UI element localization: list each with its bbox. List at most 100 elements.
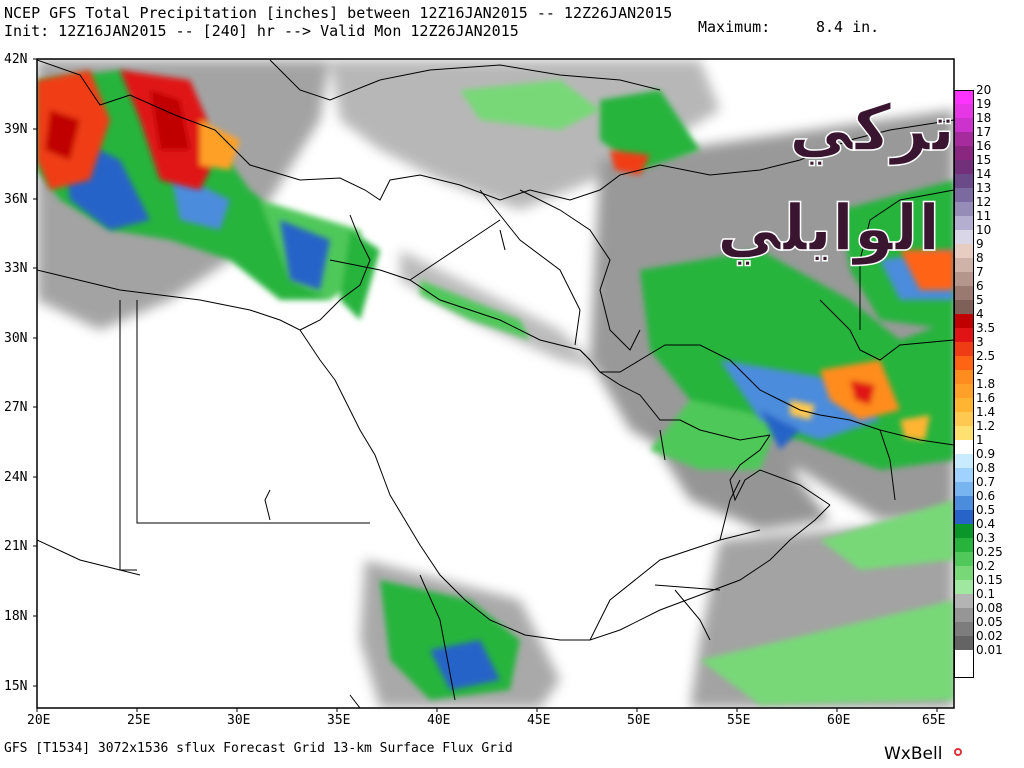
lon-label: 45E [527,713,551,728]
lat-label: 42N [4,52,28,67]
lat-label: 24N [4,470,28,485]
legend-swatch [954,286,974,300]
legend-label: 18 [976,111,992,125]
legend-swatch [954,594,974,608]
maximum-label: Maximum: [698,18,771,36]
legend-label: 12 [976,195,992,209]
legend-swatch [954,244,974,258]
legend-swatch [954,174,974,188]
legend-swatch [954,300,974,314]
legend-label: 1.4 [976,405,996,419]
init-valid-line: Init: 12Z16JAN2015 -- [240] hr --> Valid… [4,22,519,40]
legend-label: 20 [976,83,992,97]
lon-label: 50E [627,713,651,728]
lon-label: 20E [27,713,51,728]
legend-label: 8 [976,251,984,265]
lat-label: 36N [4,192,28,207]
legend-label: 1 [976,433,984,447]
lat-label: 39N [4,122,28,137]
legend-swatch [954,566,974,580]
lat-label: 18N [4,609,28,624]
lon-label: 55E [727,713,751,728]
legend-swatch [954,104,974,118]
legend-swatch [954,440,974,454]
legend-label: 3 [976,335,984,349]
legend-label: 0.5 [976,503,996,517]
watermark-line2: الوايلي [717,192,940,266]
legend-swatch [954,454,974,468]
legend-swatch [954,412,974,426]
legend-swatch [954,188,974,202]
legend-label: 19 [976,97,992,111]
legend-swatch [954,496,974,510]
legend-swatch [954,90,974,104]
legend-swatch [954,622,974,636]
legend-swatch [954,524,974,538]
lon-label: 30E [227,713,251,728]
legend-swatch [954,356,974,370]
legend-swatch [954,650,974,664]
heavy-precip-areas [37,70,954,440]
legend-label: 16 [976,139,992,153]
legend-label: 0.02 [976,629,1003,643]
brand-dot-icon [954,748,962,756]
legend-label: 0.2 [976,559,996,573]
maximum-value: 8.4 in. [816,18,880,36]
arabic-watermark: تركي الوايلي [716,91,955,267]
legend-swatch [954,552,974,566]
legend-label: 0.01 [976,643,1003,657]
legend-label: 0.8 [976,461,996,475]
legend-label: 4 [976,307,984,321]
legend-label: 13 [976,181,992,195]
legend-label: 14 [976,167,992,181]
coastlines-borders [37,59,954,708]
legend-label: 15 [976,153,992,167]
legend-label: 5 [976,293,984,307]
legend-swatch [954,384,974,398]
watermark-line1: تركي [789,92,955,166]
legend-label: 0.15 [976,573,1003,587]
legend-label: 17 [976,125,992,139]
model-info-footer: GFS [T1534] 3072x1536 sflux Forecast Gri… [4,741,513,756]
legend-swatch [954,468,974,482]
lon-label: 40E [427,713,451,728]
lon-label: 65E [922,713,946,728]
lat-label: 30N [4,331,28,346]
legend-swatch [954,510,974,524]
legend-label: 2 [976,363,984,377]
legend-label: 10 [976,223,992,237]
lon-label: 35E [327,713,351,728]
legend-label: 6 [976,279,984,293]
legend-label: 0.25 [976,545,1003,559]
legend-swatch [954,426,974,440]
lat-label: 15N [4,679,28,694]
legend-label: 0.08 [976,601,1003,615]
legend-swatch [954,258,974,272]
lat-label: 33N [4,261,28,276]
legend-swatch [954,216,974,230]
legend-label: 2.5 [976,349,996,363]
legend-swatch [954,370,974,384]
legend-swatch [954,132,974,146]
legend-label: 1.2 [976,419,996,433]
legend-swatch [954,314,974,328]
legend-swatch [954,342,974,356]
lon-label: 60E [827,713,851,728]
legend-swatch [954,328,974,342]
chart-title: NCEP GFS Total Precipitation [inches] be… [4,4,673,22]
brand-logo: WxBell [884,744,943,764]
legend-label: 11 [976,209,992,223]
legend-label: 0.05 [976,615,1003,629]
lat-label: 21N [4,539,28,554]
legend-swatch [954,538,974,552]
legend-label: 1.6 [976,391,996,405]
legend-swatch [954,580,974,594]
lon-label: 25E [127,713,151,728]
legend-label: 7 [976,265,984,279]
legend-label: 0.9 [976,447,996,461]
legend-label: 1.8 [976,377,996,391]
legend-label: 0.4 [976,517,996,531]
legend-label: 0.6 [976,489,996,503]
legend-swatch [954,230,974,244]
lat-label: 27N [4,400,28,415]
